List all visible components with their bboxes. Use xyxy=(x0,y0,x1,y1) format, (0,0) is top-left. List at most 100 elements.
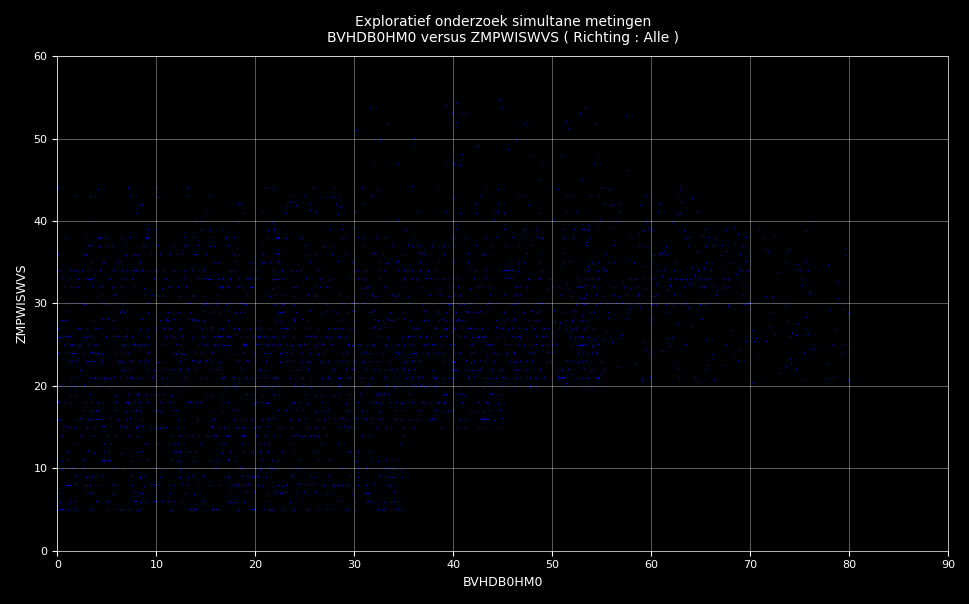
Point xyxy=(500,265,516,275)
Point xyxy=(531,298,547,308)
Point xyxy=(577,101,592,111)
Point xyxy=(84,415,100,425)
Point xyxy=(430,349,446,358)
Point xyxy=(479,307,494,317)
Point xyxy=(146,381,162,391)
Point xyxy=(205,505,221,515)
Point xyxy=(418,382,433,391)
Point xyxy=(192,439,207,448)
Point xyxy=(796,347,811,357)
Point xyxy=(245,349,261,358)
Point xyxy=(532,273,547,283)
Point xyxy=(555,381,571,391)
Point xyxy=(310,382,326,391)
Point xyxy=(278,481,294,490)
Point xyxy=(86,448,102,457)
Point xyxy=(618,298,634,308)
Point xyxy=(171,439,186,449)
Point xyxy=(251,438,266,448)
Point xyxy=(596,265,611,274)
Point xyxy=(266,429,281,439)
Point xyxy=(735,291,750,300)
Point xyxy=(375,348,391,358)
Point xyxy=(367,233,383,243)
Point xyxy=(458,356,474,365)
Point xyxy=(64,373,79,383)
Point xyxy=(165,331,180,341)
Point xyxy=(488,323,504,332)
Point xyxy=(187,446,203,456)
Point xyxy=(797,226,813,236)
Point xyxy=(302,349,318,358)
Point xyxy=(127,463,142,472)
Point xyxy=(126,496,141,506)
Point xyxy=(541,274,556,283)
Point xyxy=(629,299,644,309)
Point xyxy=(50,415,66,425)
Point xyxy=(108,382,123,391)
Point xyxy=(255,397,270,406)
Point xyxy=(519,274,535,284)
Point xyxy=(265,332,280,341)
Point xyxy=(131,422,146,431)
Point xyxy=(472,365,487,374)
Point xyxy=(65,298,80,307)
Point xyxy=(284,398,299,408)
Point xyxy=(201,299,216,309)
Point xyxy=(457,233,473,243)
Point xyxy=(79,480,95,489)
Point xyxy=(245,332,261,341)
Point xyxy=(320,504,335,514)
Point xyxy=(567,324,582,333)
Point xyxy=(235,208,251,217)
Point xyxy=(268,373,284,382)
Point xyxy=(92,323,108,333)
Point xyxy=(583,191,599,201)
Point xyxy=(459,249,475,259)
Point xyxy=(267,248,283,258)
Point xyxy=(177,373,193,383)
Point xyxy=(698,258,713,268)
Point xyxy=(318,332,333,341)
Point xyxy=(300,480,316,490)
Point xyxy=(447,372,462,382)
Point xyxy=(128,423,143,432)
Point xyxy=(117,241,133,251)
Point xyxy=(688,377,703,387)
Point xyxy=(427,265,443,275)
Point xyxy=(490,323,506,333)
Point xyxy=(101,382,116,391)
Point xyxy=(214,274,230,283)
Point xyxy=(330,192,346,202)
Point xyxy=(697,334,712,344)
Point xyxy=(71,282,86,292)
Point xyxy=(451,389,466,399)
Point xyxy=(87,191,103,201)
Point xyxy=(327,390,342,400)
Point xyxy=(543,356,558,366)
Point xyxy=(413,248,428,258)
Point xyxy=(394,472,410,481)
Point xyxy=(57,315,73,325)
Point xyxy=(84,471,100,481)
Point xyxy=(369,185,385,194)
Point xyxy=(188,397,203,407)
Point xyxy=(55,422,71,431)
Point xyxy=(172,388,188,398)
Point xyxy=(140,298,155,308)
Point xyxy=(214,340,230,350)
Point xyxy=(139,233,154,243)
Point xyxy=(233,199,248,209)
Point xyxy=(359,405,375,415)
Point xyxy=(195,315,210,325)
Point xyxy=(378,422,393,432)
Point xyxy=(73,298,88,308)
Point xyxy=(178,381,194,391)
Point xyxy=(466,356,482,366)
Point xyxy=(329,373,345,382)
Point xyxy=(289,307,304,317)
Point xyxy=(557,324,573,333)
Point xyxy=(403,349,419,358)
Point xyxy=(93,290,109,300)
Point xyxy=(103,274,118,283)
